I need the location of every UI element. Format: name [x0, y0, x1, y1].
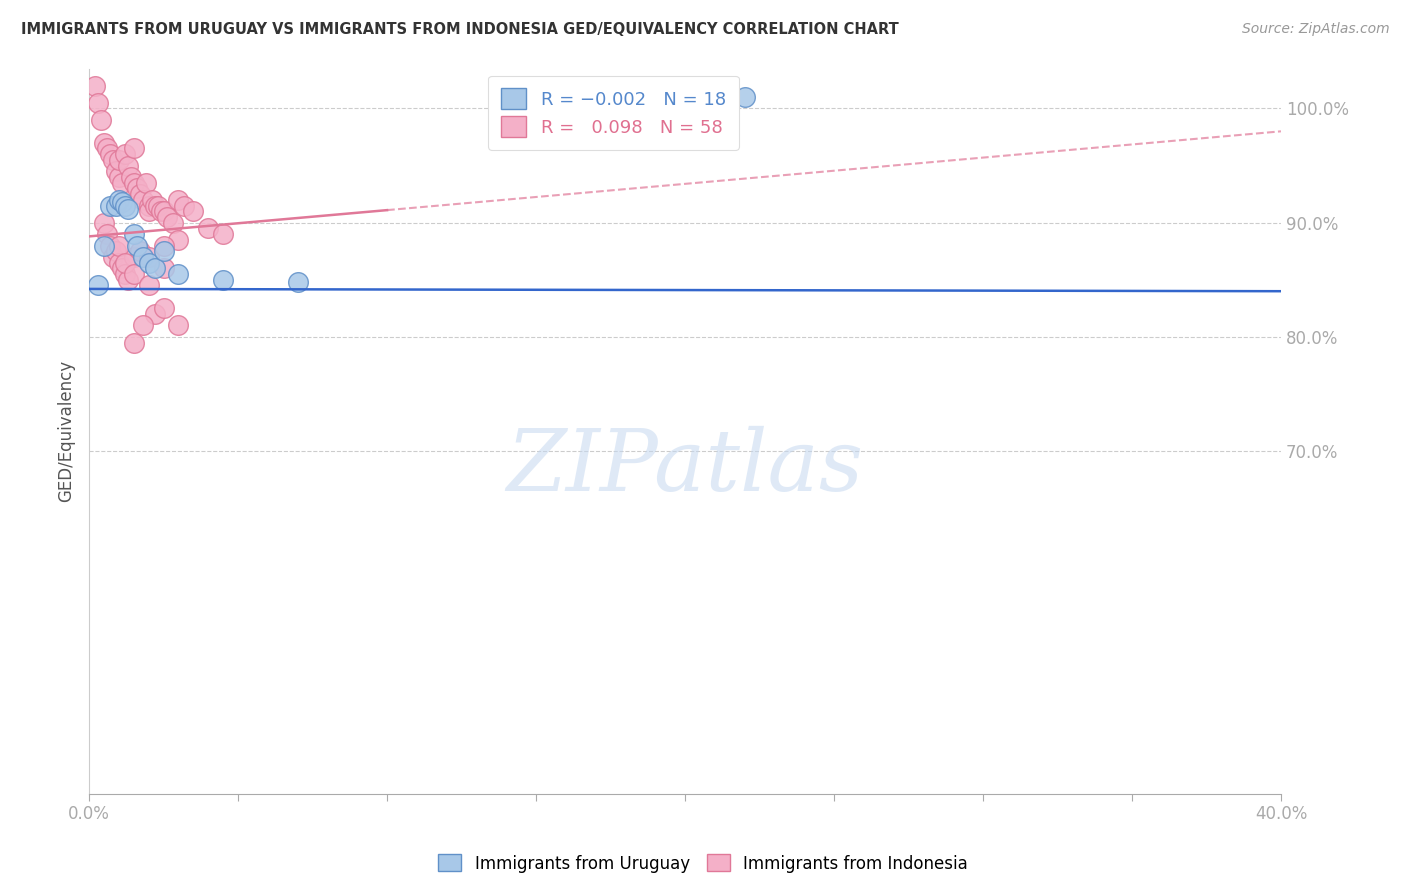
Point — [128, 244, 150, 259]
Point — [122, 141, 145, 155]
Point — [149, 204, 172, 219]
Point — [141, 193, 163, 207]
Point — [111, 261, 134, 276]
Point — [131, 250, 153, 264]
Point — [104, 198, 127, 212]
Point — [104, 244, 127, 259]
Point — [167, 318, 190, 333]
Point — [108, 238, 131, 252]
Point — [212, 273, 235, 287]
Point — [167, 267, 190, 281]
Point — [143, 261, 166, 276]
Point — [122, 335, 145, 350]
Legend: R = −0.002   N = 18, R =   0.098   N = 58: R = −0.002 N = 18, R = 0.098 N = 58 — [488, 76, 738, 150]
Point — [173, 198, 195, 212]
Point — [90, 112, 112, 127]
Point — [146, 198, 169, 212]
Point — [183, 204, 205, 219]
Point — [197, 221, 219, 235]
Point — [131, 318, 153, 333]
Point — [152, 261, 174, 276]
Point — [93, 136, 115, 150]
Point — [101, 250, 124, 264]
Point — [114, 198, 136, 212]
Point — [96, 227, 118, 241]
Point — [152, 301, 174, 316]
Point — [108, 193, 131, 207]
Point — [138, 250, 160, 264]
Point — [152, 204, 174, 219]
Point — [128, 187, 150, 202]
Point — [101, 153, 124, 167]
Point — [117, 202, 139, 216]
Point — [96, 141, 118, 155]
Point — [93, 238, 115, 252]
Point — [111, 176, 134, 190]
Point — [98, 198, 121, 212]
Point — [122, 250, 145, 264]
Point — [143, 307, 166, 321]
Point — [212, 227, 235, 241]
Point — [120, 169, 142, 184]
Point — [122, 227, 145, 241]
Point — [138, 278, 160, 293]
Point — [152, 238, 174, 252]
Point — [114, 255, 136, 269]
Point — [734, 90, 756, 104]
Point — [287, 275, 309, 289]
Point — [122, 267, 145, 281]
Text: Source: ZipAtlas.com: Source: ZipAtlas.com — [1241, 22, 1389, 37]
Point — [93, 216, 115, 230]
Point — [104, 164, 127, 178]
Point — [84, 78, 107, 93]
Y-axis label: GED/Equivalency: GED/Equivalency — [58, 360, 75, 502]
Point — [138, 204, 160, 219]
Point — [87, 95, 110, 110]
Point — [155, 210, 177, 224]
Point — [167, 193, 190, 207]
Point — [87, 278, 110, 293]
Point — [167, 233, 190, 247]
Point — [117, 273, 139, 287]
Point — [138, 255, 160, 269]
Text: ZIPatlas: ZIPatlas — [506, 426, 863, 508]
Text: IMMIGRANTS FROM URUGUAY VS IMMIGRANTS FROM INDONESIA GED/EQUIVALENCY CORRELATION: IMMIGRANTS FROM URUGUAY VS IMMIGRANTS FR… — [21, 22, 898, 37]
Point — [135, 176, 157, 190]
Point — [131, 193, 153, 207]
Point — [111, 195, 134, 210]
Point — [117, 159, 139, 173]
Point — [143, 198, 166, 212]
Point — [125, 238, 148, 252]
Point — [108, 255, 131, 269]
Point — [122, 176, 145, 190]
Point — [138, 198, 160, 212]
Point — [125, 181, 148, 195]
Point — [108, 153, 131, 167]
Point — [162, 216, 184, 230]
Point — [108, 169, 131, 184]
Point — [114, 147, 136, 161]
Point — [98, 147, 121, 161]
Point — [152, 244, 174, 259]
Point — [114, 267, 136, 281]
Point — [98, 238, 121, 252]
Legend: Immigrants from Uruguay, Immigrants from Indonesia: Immigrants from Uruguay, Immigrants from… — [432, 847, 974, 880]
